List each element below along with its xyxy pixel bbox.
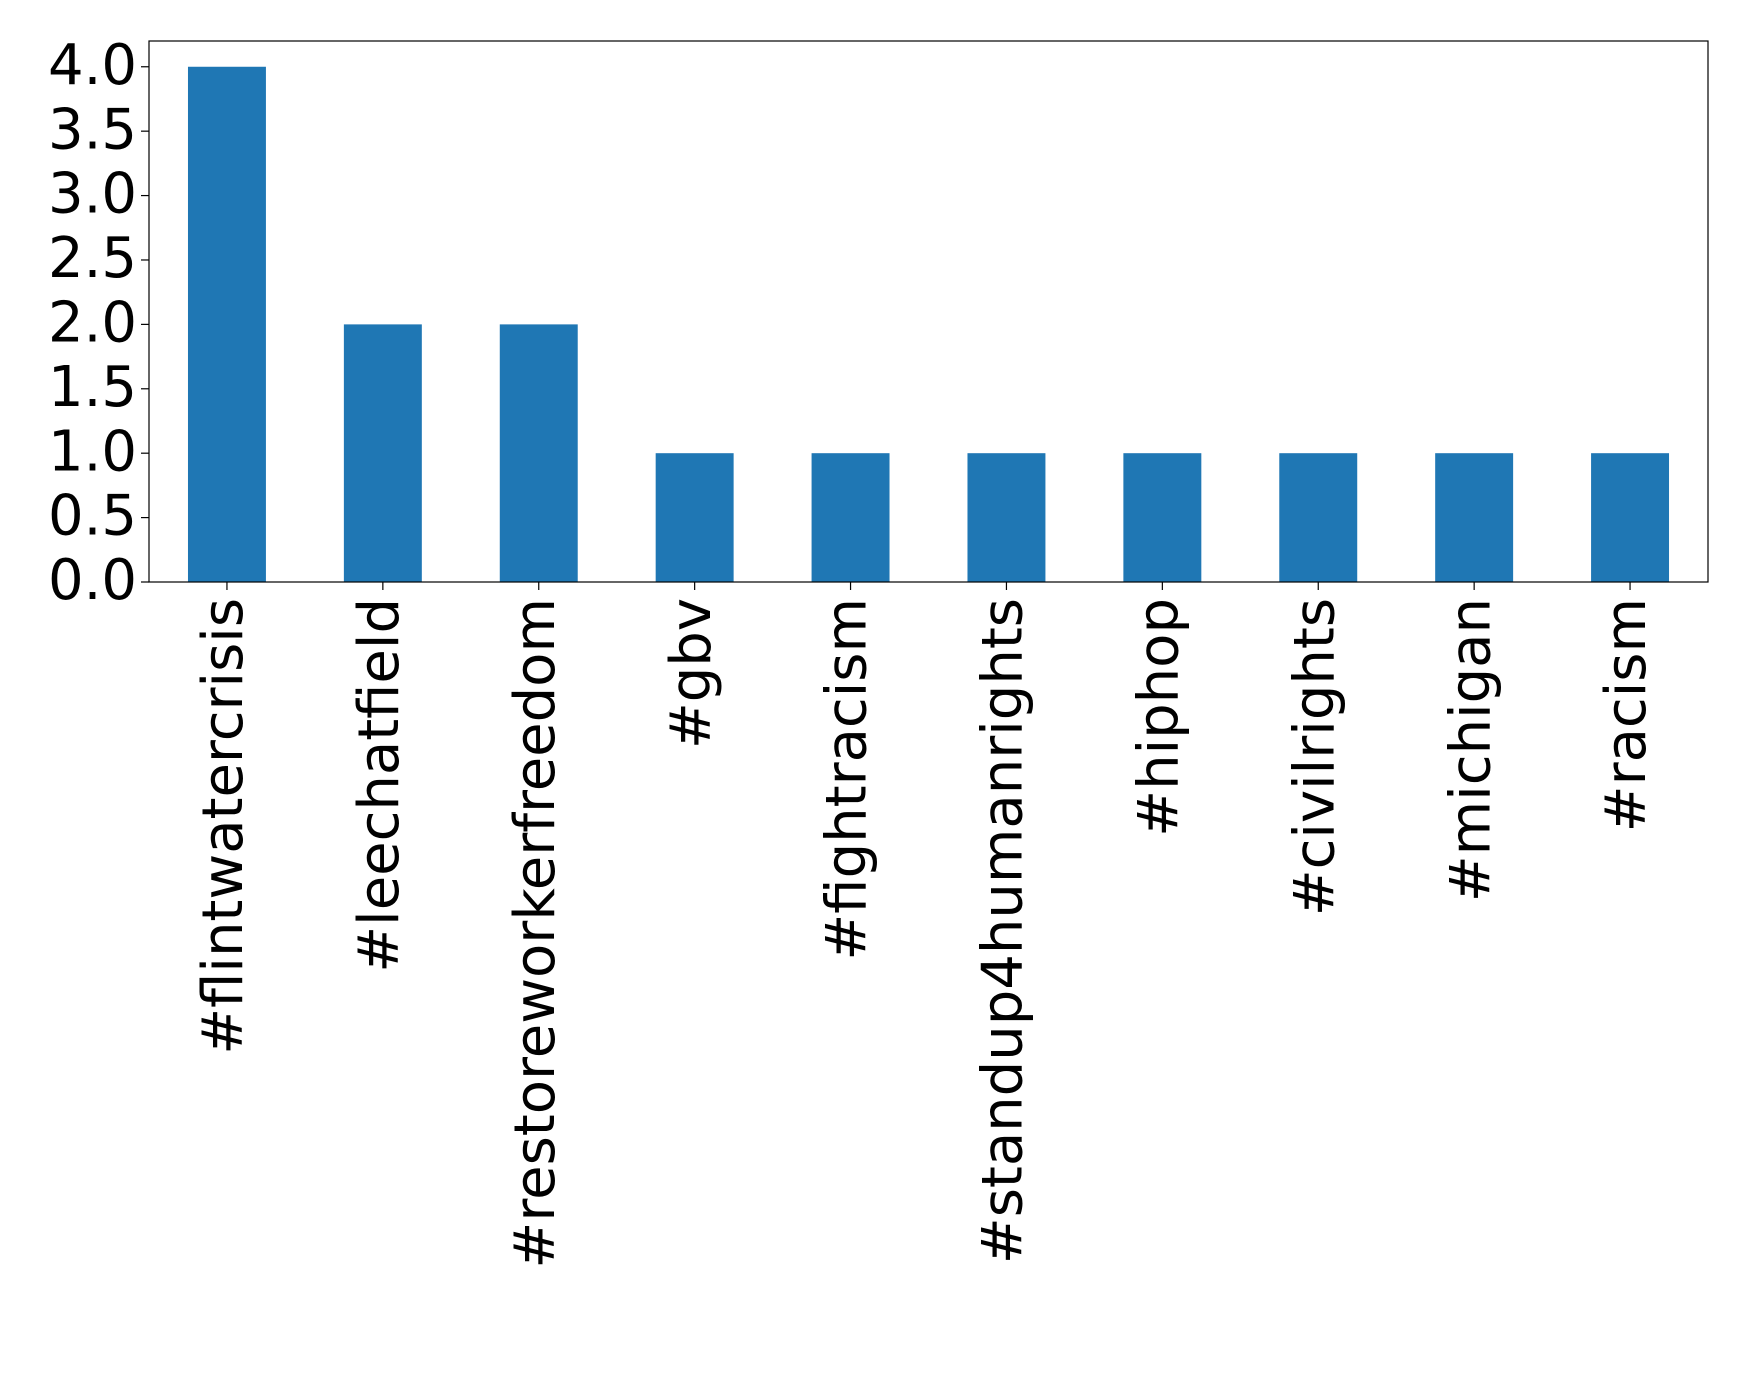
bar <box>1123 453 1202 582</box>
y-tick-label: 1.5 <box>48 355 137 420</box>
bar <box>1435 453 1514 582</box>
x-tick-label: #fightracism <box>815 598 880 961</box>
bar <box>187 66 266 582</box>
y-tick-label: 2.5 <box>48 226 137 291</box>
x-tick-label: #hiphop <box>1126 598 1191 837</box>
bar <box>1591 453 1670 582</box>
x-tick-label: #racism <box>1594 598 1659 832</box>
y-tick-label: 1.0 <box>48 419 137 484</box>
bar <box>499 324 578 582</box>
x-tick-label: #flintwatercrisis <box>191 598 256 1055</box>
x-tick-label: #restoreworkerfreedom <box>503 598 568 1269</box>
y-tick-label: 0.5 <box>48 484 137 549</box>
bar <box>811 453 890 582</box>
y-tick-label: 3.5 <box>48 97 137 162</box>
bar <box>967 453 1046 582</box>
x-tick-label: #michigan <box>1438 598 1503 902</box>
bar <box>343 324 422 582</box>
x-tick-label: #standup4humanrights <box>971 598 1036 1264</box>
y-tick-label: 2.0 <box>48 291 137 356</box>
x-tick-label: #leechatfield <box>347 598 412 973</box>
x-tick-label: #civilrights <box>1282 598 1347 916</box>
y-tick-label: 4.0 <box>48 33 137 98</box>
bar <box>655 453 734 582</box>
bar <box>1279 453 1358 582</box>
y-tick-label: 3.0 <box>48 162 137 227</box>
x-tick-label: #gbv <box>659 598 724 749</box>
y-tick-label: 0.0 <box>48 548 137 613</box>
plot-frame <box>148 40 1709 583</box>
